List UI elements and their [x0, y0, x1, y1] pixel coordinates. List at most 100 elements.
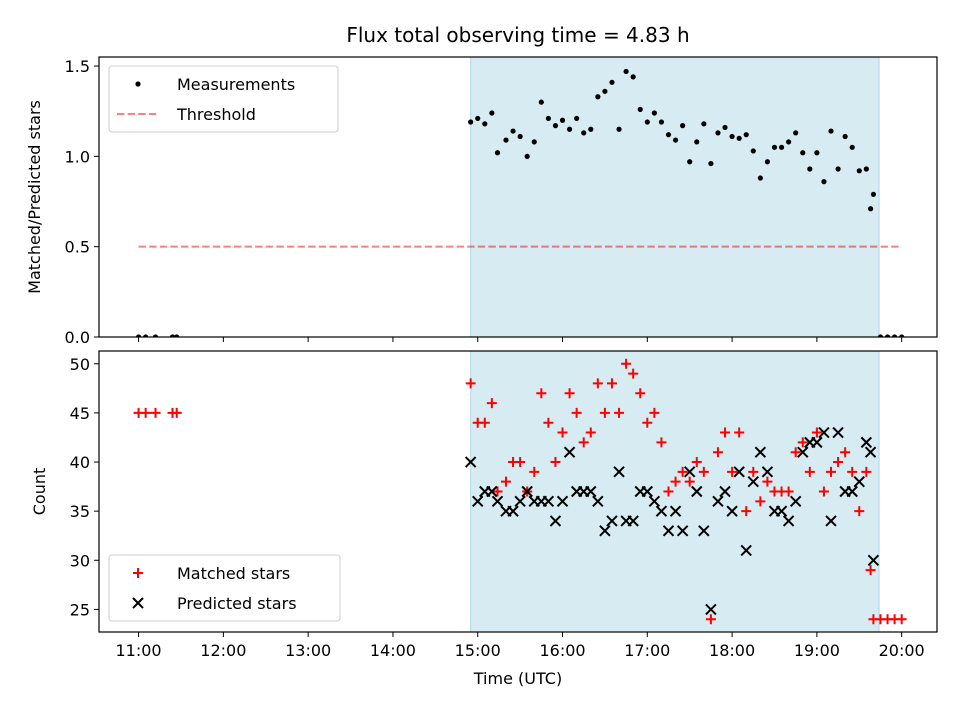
matched-star-point [492, 486, 503, 497]
measurement-point [623, 68, 629, 75]
observing-interval-shade [470, 56, 880, 338]
legend-marker-measurements [135, 81, 141, 87]
matched-star-point [656, 437, 667, 448]
measurement-point [658, 119, 665, 125]
measurement-point [771, 144, 778, 150]
matched-star-point [621, 358, 632, 369]
matched-star-point [741, 506, 752, 517]
measurement-point [793, 130, 799, 136]
matched-star-point [578, 437, 589, 448]
y-tick-label: 40 [70, 453, 90, 472]
predicted-star-point [832, 426, 844, 439]
plot-area [133, 358, 907, 625]
measurement-point [757, 175, 763, 181]
measurement-point [778, 144, 785, 150]
predicted-star-point [556, 495, 569, 508]
measurement-point [174, 334, 180, 337]
predicted-star-point [542, 495, 555, 508]
matched-star-point [762, 476, 773, 487]
measurement-point [637, 106, 643, 112]
predicted-star-point [491, 495, 504, 508]
matched-star-point [515, 457, 526, 468]
y-tick-label: 35 [70, 502, 90, 521]
predicted-star-point [627, 515, 639, 527]
x-tick-label: 11:00 [116, 641, 162, 660]
predicted-star-point [486, 485, 498, 498]
matched-star-point [826, 466, 837, 477]
measurement-point [494, 150, 501, 156]
matched-star-point [585, 427, 596, 438]
measurement-point [884, 334, 891, 337]
x-tick-label: 16:00 [539, 641, 585, 660]
predicted-star-point [846, 485, 858, 498]
matched-star-point [140, 407, 151, 418]
measurement-point [538, 99, 544, 105]
matched-star-point [500, 476, 511, 487]
matched-star-point [684, 476, 695, 487]
y-tick-label: 50 [70, 355, 90, 374]
y-tick-label: 25 [70, 600, 90, 619]
chart-title: Flux total observing time = 4.83 h [346, 23, 689, 47]
matched-star-point [670, 476, 681, 487]
matched-star-point [599, 407, 610, 418]
matched-star-point [847, 466, 858, 477]
matched-star-point [536, 388, 547, 399]
predicted-star-point [705, 603, 717, 616]
predicted-star-point [733, 466, 745, 478]
measurement-point [877, 334, 884, 337]
matched-star-point [783, 486, 794, 497]
measurement-point [510, 128, 516, 134]
matched-star-point [663, 486, 674, 497]
matched-star-point [649, 407, 660, 418]
measurement-point [482, 121, 488, 127]
x-tick-label: 13:00 [285, 641, 331, 660]
predicted-star-point [669, 505, 682, 517]
matched-star-point [592, 378, 603, 389]
matched-star-point [734, 427, 745, 438]
matched-star-point [486, 398, 497, 409]
matched-star-point [677, 466, 688, 477]
predicted-star-point [789, 495, 802, 508]
matched-star-point [861, 466, 872, 477]
measurement-point [899, 334, 905, 337]
x-tick-label: 19:00 [794, 641, 840, 660]
measurement-point [743, 132, 749, 138]
measurement-point [863, 166, 869, 172]
measurement-point [849, 144, 855, 150]
matched-star-point [811, 427, 822, 438]
predicted-star-point [599, 525, 611, 537]
measurement-point [722, 124, 728, 131]
measurement-point [856, 168, 862, 174]
measurement-point [835, 166, 841, 172]
matched-star-point [720, 427, 731, 438]
measurement-point [680, 123, 686, 129]
predicted-star-point [782, 515, 795, 527]
measurement-point [807, 166, 813, 172]
matched-star-point [896, 614, 907, 625]
matched-star-point [150, 407, 161, 418]
measurement-point [489, 110, 495, 116]
measurement-point [892, 334, 898, 337]
measurement-point [588, 126, 594, 132]
matched-star-point [797, 437, 808, 448]
predicted-star-point [853, 475, 865, 488]
measurement-point [867, 206, 874, 212]
measurement-point [786, 139, 792, 145]
measurement-point [708, 160, 714, 167]
matched-star-point [748, 466, 759, 477]
matched-star-point [691, 457, 702, 468]
predicted-star-point [514, 495, 526, 508]
predicted-star-point [472, 495, 484, 508]
matched-star-point [804, 466, 815, 477]
predicted-star-point [864, 446, 877, 458]
measurement-point [135, 334, 142, 337]
measurement-point [870, 191, 877, 197]
x-tick-label: 20:00 [879, 641, 925, 660]
matched-star-point [628, 368, 639, 379]
x-tick-label: 18:00 [709, 641, 755, 660]
predicted-star-point [811, 436, 823, 449]
measurement-point [595, 94, 601, 100]
matched-star-point [642, 417, 653, 428]
legend-marker-matched [133, 568, 143, 578]
matched-star-point [727, 466, 738, 477]
